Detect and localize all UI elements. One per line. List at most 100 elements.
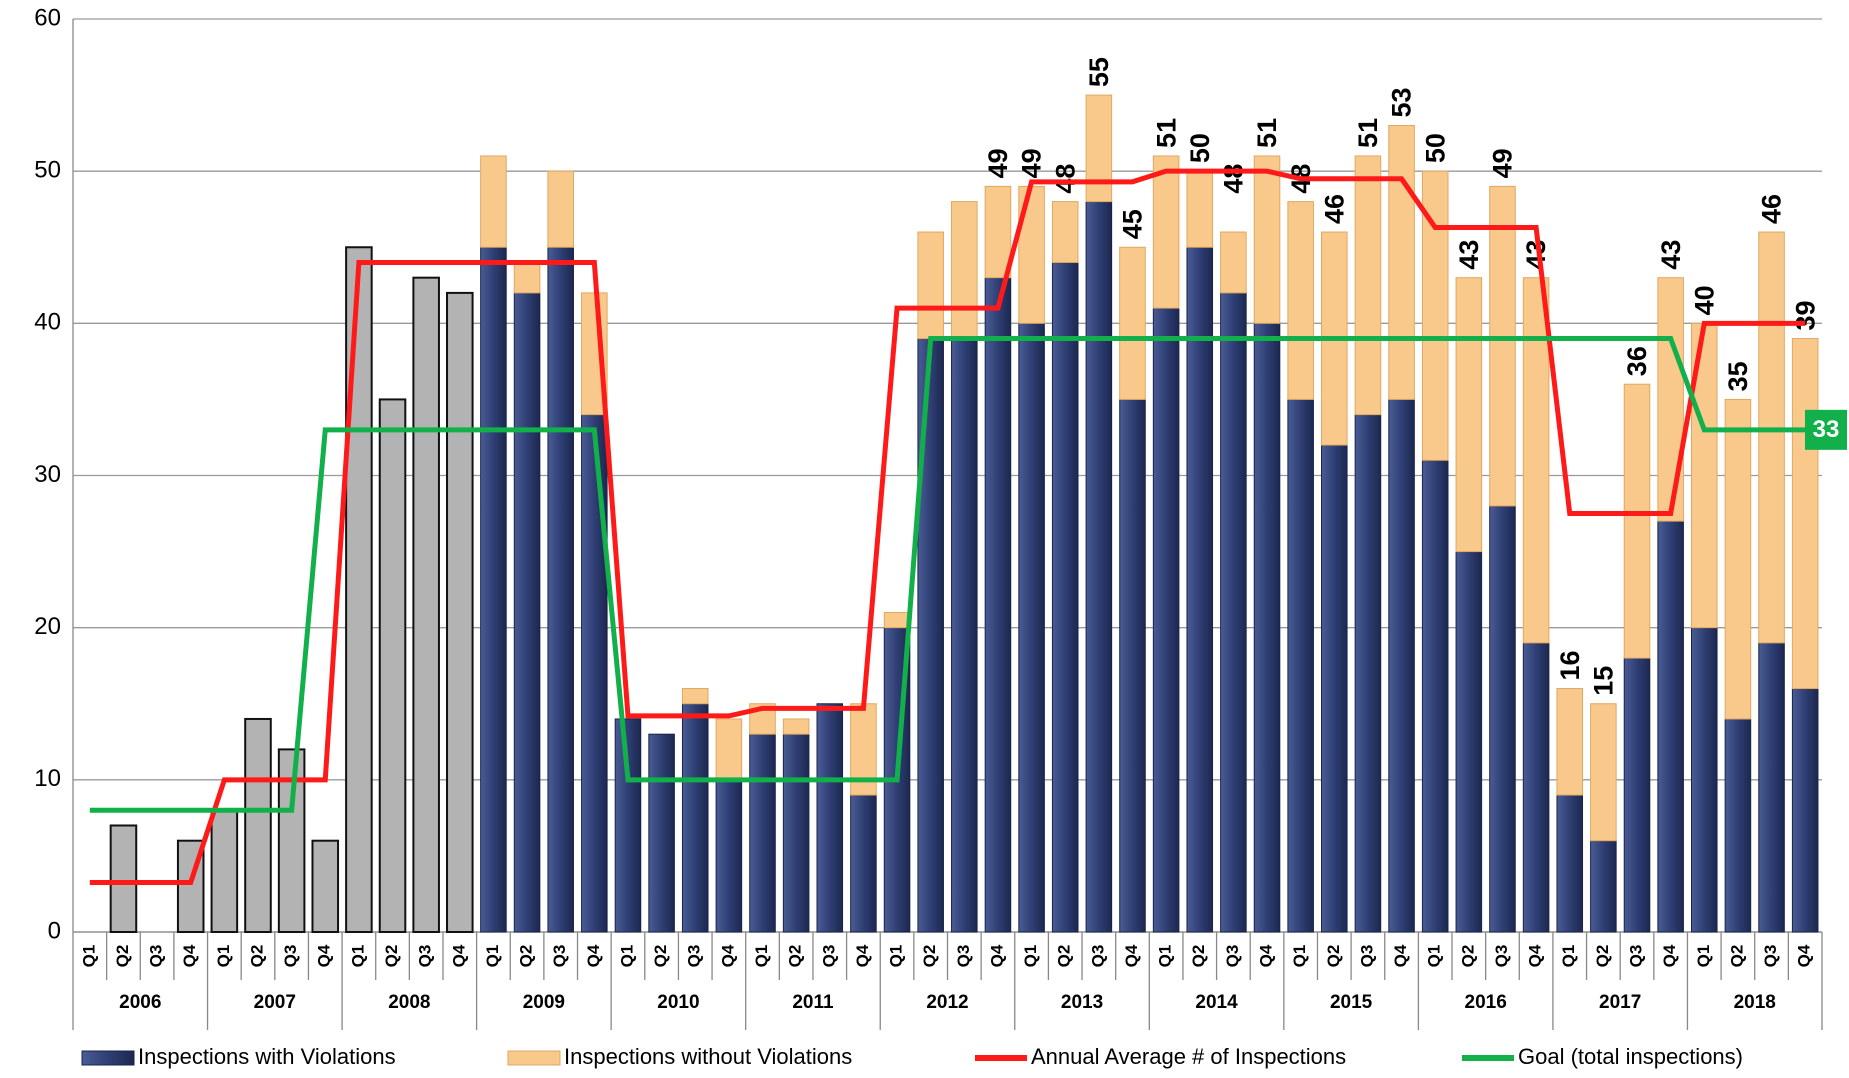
bar — [816, 703, 844, 933]
year-label: 2014 — [1195, 992, 1238, 1013]
bar — [984, 185, 1012, 279]
x-tick-label: Q4 — [315, 944, 334, 967]
bar — [1455, 551, 1483, 933]
bar — [1186, 246, 1214, 933]
bar — [412, 276, 440, 933]
x-tick-label: Q3 — [1492, 945, 1511, 968]
bar — [1791, 688, 1819, 933]
bar — [1590, 703, 1617, 842]
bar — [1220, 231, 1247, 294]
end-label: 33 — [1813, 416, 1840, 443]
bar — [277, 748, 306, 934]
bar — [749, 733, 776, 933]
x-tick-label: Q1 — [1559, 945, 1578, 968]
x-tick-label: Q4 — [1257, 944, 1276, 967]
bar — [984, 277, 1012, 933]
bar — [1522, 642, 1550, 933]
x-tick-label: Q3 — [1626, 945, 1645, 968]
x-tick-label: Q2 — [382, 945, 401, 968]
x-tick-label: Q1 — [1021, 945, 1040, 968]
x-tick-label: Q1 — [752, 945, 771, 968]
year-label: 2006 — [119, 992, 161, 1013]
x-tick-label: Q2 — [786, 945, 805, 968]
x-tick-label: Q2 — [651, 945, 670, 968]
year-label: 2009 — [523, 992, 565, 1013]
bar — [1522, 277, 1550, 644]
x-tick-label: Q4 — [180, 944, 199, 967]
data-label: 35 — [1723, 361, 1753, 391]
x-tick-label: Q1 — [887, 945, 906, 968]
bar — [345, 246, 373, 933]
data-label: 43 — [1656, 240, 1686, 270]
x-tick-label: Q4 — [449, 944, 468, 967]
year-label: 2013 — [1061, 992, 1103, 1013]
data-label: 39 — [1790, 301, 1820, 331]
x-tick-label: Q2 — [517, 945, 536, 968]
x-tick-label: Q1 — [617, 945, 636, 968]
data-label: 51 — [1252, 118, 1282, 148]
line — [89, 336, 1806, 813]
bar — [715, 718, 743, 781]
line — [89, 168, 1806, 886]
bar — [1657, 520, 1684, 933]
x-tick-label: Q4 — [584, 944, 603, 967]
bar — [1657, 277, 1684, 522]
x-tick-label: Q2 — [920, 945, 939, 968]
bar — [1388, 125, 1415, 400]
legend-label: Inspections without Violations — [564, 1044, 852, 1069]
y-tick-label: 40 — [34, 309, 61, 336]
x-tick-label: Q1 — [1694, 945, 1713, 968]
year-label: 2008 — [388, 992, 430, 1013]
x-tick-label: Q2 — [1189, 945, 1208, 968]
data-label: 16 — [1555, 650, 1585, 680]
data-label: 55 — [1084, 57, 1114, 87]
x-tick-label: Q3 — [1088, 945, 1107, 968]
data-label: 49 — [1488, 148, 1518, 178]
bar — [1220, 292, 1247, 933]
bar — [1051, 201, 1079, 263]
x-tick-label: Q1 — [483, 945, 502, 968]
bar — [1051, 261, 1079, 933]
x-tick-label: Q3 — [954, 945, 973, 968]
x-tick-label: Q4 — [1391, 944, 1410, 967]
year-label: 2018 — [1734, 992, 1776, 1013]
year-label: 2017 — [1599, 992, 1641, 1013]
data-label: 45 — [1118, 209, 1148, 239]
x-tick-label: Q2 — [1727, 945, 1746, 968]
x-tick-label: Q2 — [247, 945, 266, 968]
y-tick-label: 30 — [34, 461, 61, 488]
bar — [1791, 338, 1819, 690]
bar — [1186, 170, 1214, 248]
x-tick-label: Q2 — [1324, 945, 1343, 968]
x-tick-label: Q1 — [1290, 945, 1309, 968]
bar — [681, 703, 709, 933]
bar — [917, 231, 944, 340]
bar — [480, 246, 507, 933]
bar — [547, 170, 574, 248]
end-label-box — [1805, 409, 1847, 450]
x-tick-label: Q4 — [718, 944, 737, 967]
x-tick-label: Q2 — [1055, 945, 1074, 968]
data-label: 43 — [1454, 240, 1484, 270]
data-label: 48 — [1219, 164, 1249, 194]
x-tick-label: Q3 — [550, 945, 569, 968]
bar — [1354, 414, 1382, 933]
bar — [311, 839, 340, 934]
bar — [681, 688, 709, 705]
data-label: 49 — [1017, 148, 1047, 178]
bar — [1690, 627, 1718, 933]
x-tick-label: Q3 — [1223, 945, 1242, 968]
data-label: 50 — [1185, 133, 1215, 163]
x-tick-label: Q4 — [1660, 944, 1679, 967]
x-tick-label: Q4 — [1795, 944, 1814, 967]
data-label: 53 — [1387, 87, 1417, 117]
y-tick-label: 60 — [34, 4, 61, 31]
bar — [1253, 155, 1281, 324]
y-tick-label: 10 — [34, 765, 61, 792]
bar — [1287, 398, 1314, 933]
data-label: 49 — [983, 148, 1013, 178]
x-tick-label: Q3 — [685, 945, 704, 968]
x-tick-label: Q3 — [1357, 945, 1376, 968]
bar — [782, 718, 810, 735]
x-tick-label: Q4 — [1526, 944, 1545, 967]
